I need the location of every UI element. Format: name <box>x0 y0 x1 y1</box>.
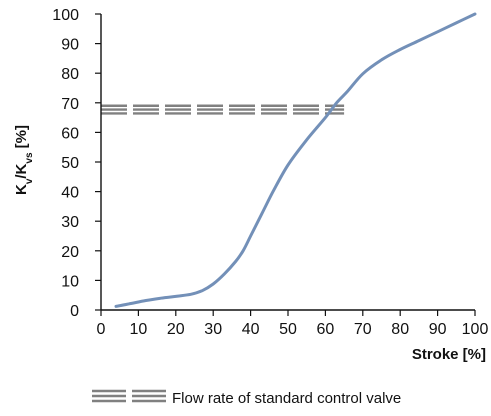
legend-label: Flow rate of standard control valve <box>172 390 401 407</box>
x-tick-label-10: 10 <box>130 321 148 338</box>
y-tick-label-80: 80 <box>61 66 79 83</box>
x-tick-label-50: 50 <box>279 321 297 338</box>
y-axis-title-sub2: vs <box>24 152 35 164</box>
y-tick-label-40: 40 <box>61 185 79 202</box>
standard-valve-band <box>101 104 345 115</box>
y-axis-title: Kv/Kvs [%] <box>13 125 35 195</box>
x-tick-label-30: 30 <box>204 321 222 338</box>
x-tick-label-90: 90 <box>429 321 447 338</box>
x-tick-label-70: 70 <box>354 321 372 338</box>
x-tick-labels: 0 10 20 30 40 50 60 70 80 90 100 <box>97 321 489 338</box>
x-tick-label-0: 0 <box>97 321 106 338</box>
y-tick-label-30: 30 <box>61 214 79 231</box>
legend-swatch-icon <box>92 389 166 403</box>
y-tick-label-100: 100 <box>52 7 79 24</box>
y-tick-label-90: 90 <box>61 37 79 54</box>
y-tick-label-0: 0 <box>70 303 79 320</box>
y-tick-label-70: 70 <box>61 96 79 113</box>
y-axis-title-sep: /K <box>13 163 30 178</box>
legend: Flow rate of standard control valve <box>92 389 401 407</box>
x-tick-label-20: 20 <box>167 321 185 338</box>
y-axis-title-sub1: v <box>24 178 35 184</box>
x-axis-title: Stroke [%] <box>412 346 486 363</box>
y-tick-labels: 0 10 20 30 40 50 60 70 80 90 100 <box>52 7 79 320</box>
y-tick-label-60: 60 <box>61 125 79 142</box>
y-tick-label-10: 10 <box>61 273 79 290</box>
series-group <box>114 12 477 308</box>
x-tick-label-100: 100 <box>462 321 489 338</box>
axes <box>95 13 476 316</box>
x-tick-label-60: 60 <box>317 321 335 338</box>
y-tick-label-20: 20 <box>61 244 79 261</box>
x-tick-label-40: 40 <box>242 321 260 338</box>
series-line-1 <box>114 12 477 308</box>
x-tick-label-80: 80 <box>391 321 409 338</box>
y-axis-title-unit: [%] <box>13 125 30 153</box>
y-axis-title-k1: K <box>13 184 30 195</box>
y-tick-label-50: 50 <box>61 155 79 172</box>
